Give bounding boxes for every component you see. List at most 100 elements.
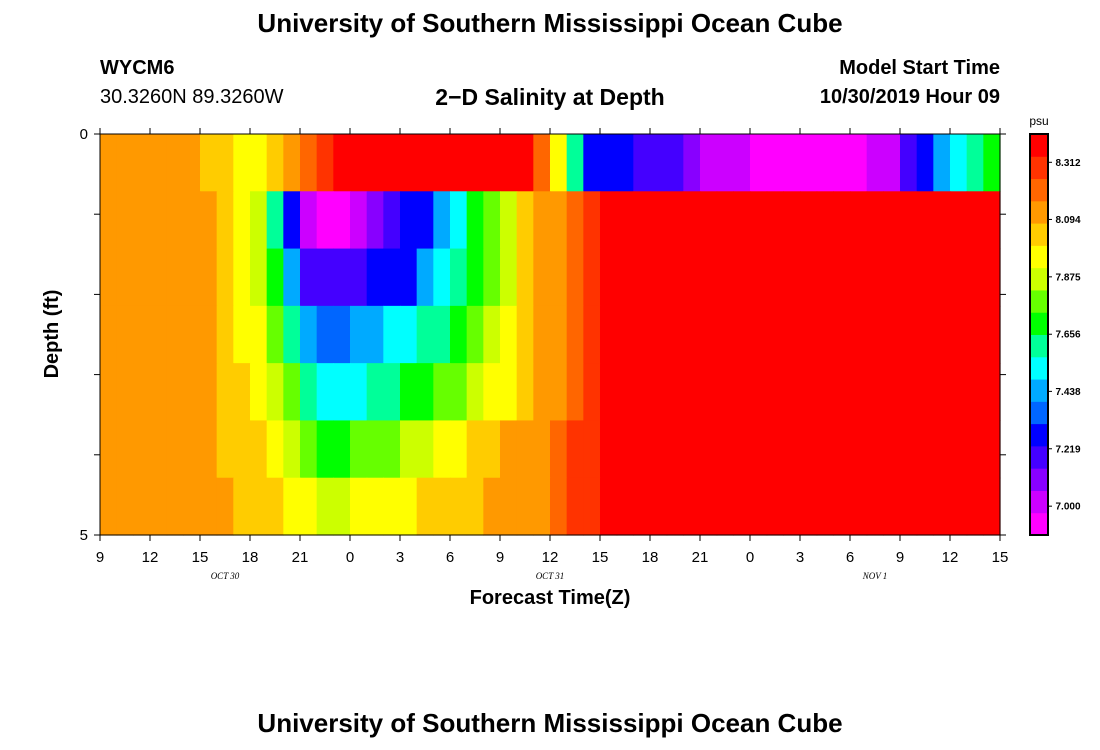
heatmap-cell <box>150 363 168 422</box>
heatmap-cell <box>366 477 384 536</box>
heatmap-cell <box>250 477 268 536</box>
heatmap-cell <box>550 420 568 479</box>
heatmap-cell <box>650 134 668 192</box>
heatmap-cell <box>283 248 301 307</box>
heatmap-cell <box>516 134 534 192</box>
heatmap-cell <box>166 363 184 422</box>
heatmap-cell <box>833 420 851 479</box>
colorbar: psu 8.312 8.094 7.875 7.656 7.438 7.219 7.000 <box>1029 114 1081 536</box>
heatmap-cell <box>450 420 468 479</box>
heatmap-cell <box>983 191 1001 250</box>
date-label: NOV 1 <box>862 571 888 581</box>
heatmap-cell <box>816 363 834 422</box>
heatmap-cell <box>533 420 551 479</box>
heatmap-cell <box>566 305 584 364</box>
heatmap-cell <box>700 420 718 479</box>
heatmap-cell <box>383 420 401 479</box>
heatmap-cell <box>216 420 234 479</box>
colorbar-segment <box>1030 245 1048 269</box>
heatmap-cell <box>950 477 968 536</box>
heatmap-cell <box>616 248 634 307</box>
heatmap-cell <box>483 134 501 192</box>
heatmap-cell <box>600 134 618 192</box>
plot-title: 2−D Salinity at Depth <box>435 84 665 110</box>
heatmap-cell <box>633 248 651 307</box>
heatmap-cell <box>316 305 334 364</box>
heatmap-cell <box>200 248 218 307</box>
x-tick-label: 0 <box>346 549 354 566</box>
heatmap-cell <box>883 134 901 192</box>
heatmap-cell <box>466 248 484 307</box>
heatmap-cell <box>583 305 601 364</box>
heatmap-cell <box>200 420 218 479</box>
heatmap-cell <box>416 477 434 536</box>
heatmap-cell <box>433 305 451 364</box>
heatmap-cell <box>933 305 951 364</box>
heatmap-cell <box>683 305 701 364</box>
heatmap-cell <box>100 134 118 192</box>
heatmap-cell <box>366 420 384 479</box>
heatmap-cell <box>566 420 584 479</box>
heatmap-cell <box>633 477 651 536</box>
x-tick-label: 15 <box>192 549 209 566</box>
heatmap-cell <box>350 191 368 250</box>
x-tick-label: 3 <box>796 549 804 566</box>
colorbar-segment <box>1030 379 1048 402</box>
heatmap-cell <box>600 477 618 536</box>
heatmap-cell <box>533 191 551 250</box>
heatmap-cell <box>150 305 168 364</box>
heatmap-cell <box>333 134 351 192</box>
heatmap-cell <box>733 363 751 422</box>
heatmap-cell <box>500 420 518 479</box>
heatmap-cell <box>783 248 801 307</box>
heatmap-cell <box>783 134 801 192</box>
heatmap-cell <box>866 248 884 307</box>
heatmap-cell <box>800 134 818 192</box>
heatmap-cell <box>466 477 484 536</box>
heatmap-cell <box>916 363 934 422</box>
heatmap-cell <box>116 134 134 192</box>
heatmap-cell <box>600 363 618 422</box>
heatmap-cell <box>266 191 284 250</box>
heatmap-cell <box>783 420 801 479</box>
heatmap-cell <box>233 305 251 364</box>
heatmap-cell <box>250 248 268 307</box>
heatmap-cell <box>583 191 601 250</box>
heatmap-cell <box>300 134 318 192</box>
heatmap-cell <box>466 191 484 250</box>
heatmap-cell <box>116 363 134 422</box>
heatmap-cell <box>466 134 484 192</box>
heatmap-cell <box>283 420 301 479</box>
heatmap-cell <box>216 477 234 536</box>
heatmap-cell <box>566 134 584 192</box>
heatmap-cell <box>266 305 284 364</box>
heatmap-cell <box>633 134 651 192</box>
heatmap-cell <box>133 134 151 192</box>
heatmap-cell <box>233 420 251 479</box>
heatmap-cell <box>866 363 884 422</box>
heatmap-cell <box>283 363 301 422</box>
heatmap-cell <box>550 477 568 536</box>
heatmap-cell <box>650 363 668 422</box>
heatmap-cell <box>250 305 268 364</box>
heatmap-cell <box>650 248 668 307</box>
heatmap-cell <box>416 191 434 250</box>
colorbar-segment <box>1030 200 1048 224</box>
heatmap-cell <box>333 248 351 307</box>
heatmap-cell <box>183 134 201 192</box>
heatmap-cell <box>316 420 334 479</box>
heatmap-cell <box>666 305 684 364</box>
heatmap-cell <box>166 191 184 250</box>
heatmap-cell <box>750 477 768 536</box>
heatmap-cell <box>500 248 518 307</box>
heatmap-cell <box>716 363 734 422</box>
heatmap-cell <box>966 420 984 479</box>
heatmap-cell <box>633 363 651 422</box>
heatmap-cell <box>616 191 634 250</box>
heatmap-cell <box>800 477 818 536</box>
heatmap-cell <box>683 477 701 536</box>
colorbar-segment <box>1030 334 1048 358</box>
heatmap-cell <box>150 248 168 307</box>
heatmap-cell <box>283 305 301 364</box>
heatmap-cell <box>800 363 818 422</box>
